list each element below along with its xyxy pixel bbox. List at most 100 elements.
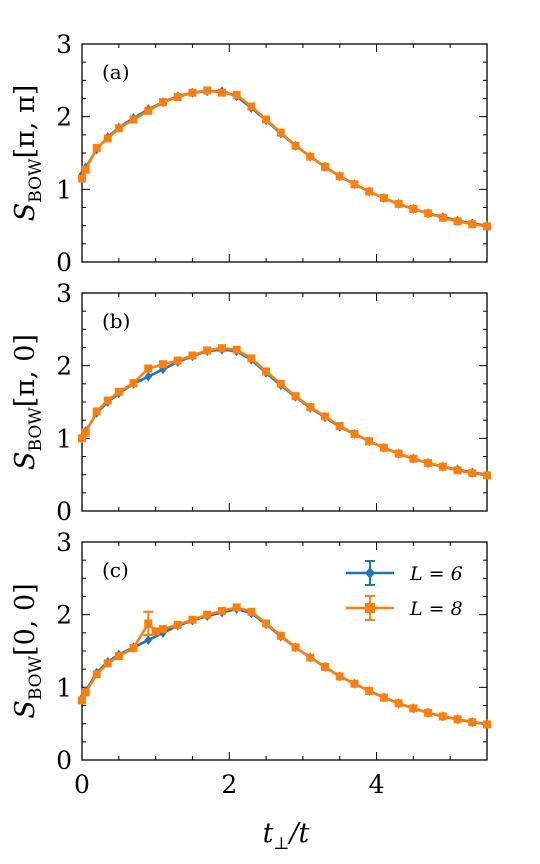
y-tick-label: 2 (56, 103, 72, 132)
data-point (188, 88, 197, 97)
data-point (321, 662, 329, 671)
data-point (438, 462, 447, 471)
data-point (159, 360, 167, 369)
data-point (173, 356, 182, 365)
data-point (468, 469, 477, 478)
data-point (217, 344, 226, 353)
legend-label: L = 6 (409, 563, 463, 585)
data-point (306, 403, 315, 412)
data-point (92, 143, 101, 152)
data-point (365, 437, 374, 446)
data-point (114, 124, 123, 133)
data-point (262, 367, 271, 376)
legend: L = 6 L = 8 (346, 560, 463, 621)
data-point (217, 607, 226, 616)
x-axis-label: t⊥/t (263, 818, 310, 854)
data-point (188, 615, 197, 624)
panel-b: 0 1 2 3 (b) SBOW[π, 0] (10, 279, 491, 526)
data-point (247, 102, 256, 111)
data-point (335, 421, 344, 430)
panel-a: 0 1 2 3 (a) SBOW[π, π] (10, 30, 491, 277)
y-axis-label: SBOW[π, 0] (10, 334, 46, 470)
x-tick-label: 0 (74, 770, 90, 799)
data-point (394, 199, 403, 208)
legend-marker (365, 567, 375, 579)
data-point (203, 86, 212, 95)
data-point (173, 93, 182, 102)
data-point (81, 428, 90, 437)
data-point (453, 715, 462, 724)
series-line (80, 606, 488, 726)
data-point (350, 180, 359, 189)
data-point (365, 187, 374, 196)
data-point (262, 115, 271, 124)
data-point (276, 379, 285, 388)
data-point (438, 213, 447, 222)
data-point (188, 351, 197, 360)
y-tick-label: 3 (56, 528, 72, 557)
x-tick-label: 4 (369, 770, 385, 799)
data-point (394, 699, 403, 708)
data-point (468, 718, 477, 727)
data-point (453, 217, 462, 226)
data-point (103, 134, 112, 143)
y-tick-label: 0 (56, 497, 72, 526)
data-point (350, 429, 359, 438)
y-tick-label: 3 (56, 30, 72, 59)
data-point (92, 407, 101, 416)
panel-label: (a) (102, 60, 130, 84)
data-point (129, 644, 138, 653)
plot-frame (81, 43, 488, 263)
data-point (453, 466, 462, 475)
data-point (144, 635, 153, 646)
data-point (321, 412, 329, 421)
legend-item: L = 8 (346, 595, 463, 621)
data-point (217, 88, 226, 97)
series-l=8 (78, 86, 491, 231)
data-point (232, 603, 241, 612)
y-tick-label: 1 (56, 424, 72, 453)
panel-label: (b) (102, 309, 130, 333)
y-tick-label: 3 (56, 279, 72, 308)
data-point (78, 696, 86, 705)
data-point (81, 165, 90, 174)
data-point (291, 643, 300, 652)
data-point (424, 708, 433, 717)
data-point (129, 115, 138, 124)
y-tick-label: 2 (56, 601, 72, 630)
data-point (321, 162, 329, 171)
data-point (468, 220, 477, 229)
data-point (424, 209, 433, 218)
series-line (80, 346, 488, 477)
series-line (80, 89, 488, 228)
y-tick-label: 1 (56, 673, 72, 702)
data-point (144, 371, 153, 382)
data-point (203, 610, 212, 619)
series-line (80, 348, 488, 476)
series-l=8 (78, 603, 491, 729)
data-point (409, 454, 418, 463)
y-tick-label: 0 (56, 248, 72, 277)
panel-label: (c) (102, 558, 129, 582)
data-point (409, 704, 418, 713)
legend-marker (365, 603, 375, 613)
data-point (232, 90, 241, 99)
data-point (291, 392, 300, 401)
data-point (424, 459, 433, 468)
data-point (394, 449, 403, 458)
series-l=8 (78, 344, 491, 480)
data-point (159, 98, 167, 107)
series-l=6 (78, 86, 491, 231)
data-point (144, 619, 153, 628)
data-point (365, 686, 374, 695)
data-point (306, 152, 315, 161)
y-axis-label: SBOW[π, π] (10, 85, 46, 221)
y-axis-label: SBOW[0, 0] (10, 583, 46, 718)
y-tick-label: 2 (56, 352, 72, 381)
data-point (276, 631, 285, 640)
plot-frame (81, 292, 488, 512)
data-point (438, 712, 447, 721)
data-point (379, 693, 388, 702)
